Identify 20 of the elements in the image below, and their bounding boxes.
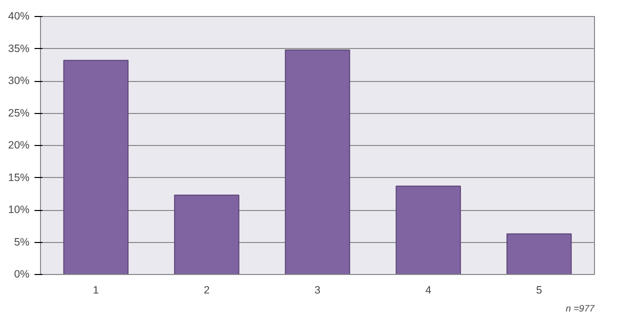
bar <box>284 50 350 274</box>
y-tick-label: 25% <box>8 107 30 120</box>
bar <box>396 186 461 274</box>
y-tick-label: 5% <box>14 236 30 248</box>
bar <box>506 233 572 274</box>
y-tick-label: 20% <box>8 140 30 152</box>
y-tick-label: 30% <box>8 75 30 87</box>
y-tick-label: 40% <box>8 10 30 22</box>
y-tick-label: 0% <box>14 268 30 280</box>
y-tick-label: 10% <box>8 204 30 216</box>
bar <box>63 60 129 274</box>
x-tick-label: 4 <box>425 284 432 296</box>
y-tick-label: 35% <box>8 42 30 55</box>
x-tick-label: 2 <box>204 284 210 296</box>
x-tick-label: 3 <box>314 284 321 296</box>
x-tick-label: 5 <box>536 284 542 296</box>
bar <box>174 194 240 274</box>
y-tick-label: 15% <box>8 172 30 184</box>
text: n =977 <box>566 304 596 314</box>
x-tick-label: 1 <box>92 284 99 296</box>
